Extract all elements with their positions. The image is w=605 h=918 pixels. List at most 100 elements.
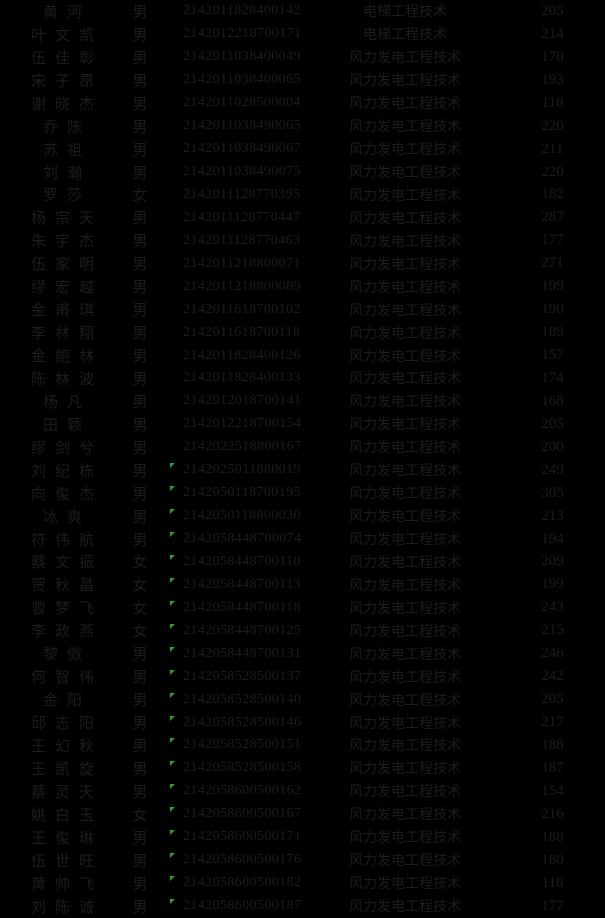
exam-id-cell[interactable]: 2142058600500167 bbox=[155, 806, 310, 822]
gender-cell[interactable]: 男 bbox=[132, 463, 148, 480]
major-cell[interactable]: 风力发电工程技术 bbox=[349, 533, 461, 549]
gender-cell[interactable]: 男 bbox=[132, 326, 148, 343]
student-name-cell[interactable]: 蔡灵天 bbox=[30, 784, 103, 801]
exam-id-cell[interactable]: 2142011038490075 bbox=[155, 164, 310, 180]
gender-cell[interactable]: 男 bbox=[132, 532, 148, 549]
student-name-cell[interactable]: 贺秋昌 bbox=[30, 578, 103, 595]
student-name-cell[interactable]: 缪剑兮 bbox=[30, 440, 103, 457]
major-cell[interactable]: 风力发电工程技术 bbox=[349, 464, 461, 480]
score-cell[interactable]: 199 bbox=[541, 278, 564, 295]
gender-cell[interactable]: 男 bbox=[132, 371, 148, 388]
major-cell[interactable]: 风力发电工程技术 bbox=[349, 395, 461, 411]
gender-cell[interactable]: 男 bbox=[132, 876, 148, 893]
student-name-cell[interactable]: 李林翔 bbox=[30, 326, 103, 343]
score-cell[interactable]: 242 bbox=[541, 668, 564, 685]
major-cell[interactable]: 风力发电工程技术 bbox=[349, 97, 461, 113]
gender-cell[interactable]: 男 bbox=[132, 349, 148, 366]
major-cell[interactable]: 风力发电工程技术 bbox=[349, 188, 461, 204]
student-name-cell[interactable]: 王凯旋 bbox=[30, 761, 103, 778]
student-name-cell[interactable]: 刘纪栋 bbox=[30, 463, 103, 480]
score-cell[interactable]: 271 bbox=[541, 255, 564, 272]
score-cell[interactable]: 205 bbox=[541, 2, 564, 19]
gender-cell[interactable]: 男 bbox=[132, 211, 148, 228]
score-cell[interactable]: 154 bbox=[541, 782, 564, 799]
student-name-cell[interactable]: 向俊杰 bbox=[30, 486, 103, 503]
exam-id-cell[interactable]: 2142058448700110 bbox=[155, 554, 310, 570]
gender-cell[interactable]: 女 bbox=[132, 555, 148, 572]
student-name-cell[interactable]: 刘瀚 bbox=[42, 165, 91, 182]
gender-cell[interactable]: 男 bbox=[132, 830, 148, 847]
exam-id-cell[interactable]: 2142025011880019 bbox=[155, 462, 310, 478]
gender-cell[interactable]: 男 bbox=[132, 142, 148, 159]
gender-cell[interactable]: 男 bbox=[132, 303, 148, 320]
gender-cell[interactable]: 男 bbox=[132, 440, 148, 457]
major-cell[interactable]: 风力发电工程技术 bbox=[349, 854, 461, 870]
score-cell[interactable]: 188 bbox=[541, 736, 564, 753]
score-cell[interactable]: 305 bbox=[541, 484, 564, 501]
score-cell[interactable]: 188 bbox=[541, 828, 564, 845]
exam-id-cell[interactable]: 2142058448700074 bbox=[155, 531, 310, 547]
major-cell[interactable]: 风力发电工程技术 bbox=[349, 716, 461, 732]
score-cell[interactable]: 249 bbox=[541, 461, 564, 478]
major-cell[interactable]: 风力发电工程技术 bbox=[349, 234, 461, 250]
exam-id-cell[interactable]: 2142058528500140 bbox=[155, 692, 310, 708]
major-cell[interactable]: 风力发电工程技术 bbox=[349, 693, 461, 709]
score-cell[interactable]: 216 bbox=[541, 805, 564, 822]
student-name-cell[interactable]: 符伟航 bbox=[30, 532, 103, 549]
student-name-cell[interactable]: 邱志阳 bbox=[30, 716, 103, 733]
exam-id-cell[interactable]: 2142050118700195 bbox=[155, 485, 310, 501]
score-cell[interactable]: 220 bbox=[541, 163, 564, 180]
student-name-cell[interactable]: 金甫琪 bbox=[30, 303, 103, 320]
student-name-cell[interactable]: 宋子昂 bbox=[30, 73, 103, 90]
major-cell[interactable]: 风力发电工程技术 bbox=[349, 349, 461, 365]
major-cell[interactable]: 风力发电工程技术 bbox=[349, 120, 461, 136]
major-cell[interactable]: 风力发电工程技术 bbox=[349, 785, 461, 801]
exam-id-cell[interactable]: 2142011038490065 bbox=[155, 118, 310, 134]
exam-id-cell[interactable]: 2142058448700131 bbox=[155, 646, 310, 662]
student-name-cell[interactable]: 乔陈 bbox=[42, 119, 91, 136]
student-name-cell[interactable]: 姚白玉 bbox=[30, 807, 103, 824]
score-cell[interactable]: 209 bbox=[541, 553, 564, 570]
exam-id-cell[interactable]: 2142011038400049 bbox=[155, 49, 310, 65]
gender-cell[interactable]: 男 bbox=[132, 417, 148, 434]
gender-cell[interactable]: 男 bbox=[132, 27, 148, 44]
student-name-cell[interactable]: 苏祖 bbox=[42, 142, 91, 159]
major-cell[interactable]: 风力发电工程技术 bbox=[349, 900, 461, 916]
exam-id-cell[interactable]: 2142011218800071 bbox=[155, 256, 310, 272]
score-cell[interactable]: 177 bbox=[541, 897, 564, 914]
gender-cell[interactable]: 男 bbox=[132, 50, 148, 67]
exam-id-cell[interactable]: 2142011028500004 bbox=[155, 95, 310, 111]
major-cell[interactable]: 风力发电工程技术 bbox=[349, 74, 461, 90]
gender-cell[interactable]: 男 bbox=[132, 73, 148, 90]
exam-id-cell[interactable]: 2142011038400065 bbox=[155, 72, 310, 88]
major-cell[interactable]: 风力发电工程技术 bbox=[349, 441, 461, 457]
gender-cell[interactable]: 女 bbox=[132, 807, 148, 824]
major-cell[interactable]: 风力发电工程技术 bbox=[349, 257, 461, 273]
score-cell[interactable]: 200 bbox=[541, 438, 564, 455]
gender-cell[interactable]: 女 bbox=[132, 601, 148, 618]
gender-cell[interactable]: 男 bbox=[132, 394, 148, 411]
student-name-cell[interactable]: 黄河 bbox=[42, 4, 91, 21]
student-name-cell[interactable]: 曾梦飞 bbox=[30, 601, 103, 618]
exam-id-cell[interactable]: 2142012218700154 bbox=[155, 416, 310, 432]
major-cell[interactable]: 风力发电工程技术 bbox=[349, 647, 461, 663]
student-name-cell[interactable]: 谢晓杰 bbox=[30, 96, 103, 113]
score-cell[interactable]: 213 bbox=[541, 507, 564, 524]
major-cell[interactable]: 风力发电工程技术 bbox=[349, 280, 461, 296]
score-cell[interactable]: 170 bbox=[541, 48, 564, 65]
exam-id-cell[interactable]: 2142011128770447 bbox=[155, 210, 310, 226]
exam-id-cell[interactable]: 2142058600500171 bbox=[155, 829, 310, 845]
student-name-cell[interactable]: 何智伟 bbox=[30, 670, 103, 687]
gender-cell[interactable]: 男 bbox=[132, 784, 148, 801]
exam-id-cell[interactable]: 2142011128770463 bbox=[155, 233, 310, 249]
exam-id-cell[interactable]: 2142011128770395 bbox=[155, 187, 310, 203]
major-cell[interactable]: 风力发电工程技术 bbox=[349, 578, 461, 594]
gender-cell[interactable]: 男 bbox=[132, 509, 148, 526]
major-cell[interactable]: 风力发电工程技术 bbox=[349, 762, 461, 778]
score-cell[interactable]: 118 bbox=[541, 94, 564, 111]
major-cell[interactable]: 风力发电工程技术 bbox=[349, 670, 461, 686]
score-cell[interactable]: 187 bbox=[541, 759, 564, 776]
gender-cell[interactable]: 女 bbox=[132, 188, 148, 205]
score-cell[interactable]: 217 bbox=[541, 714, 564, 731]
exam-id-cell[interactable]: 2142022518800167 bbox=[155, 439, 310, 455]
